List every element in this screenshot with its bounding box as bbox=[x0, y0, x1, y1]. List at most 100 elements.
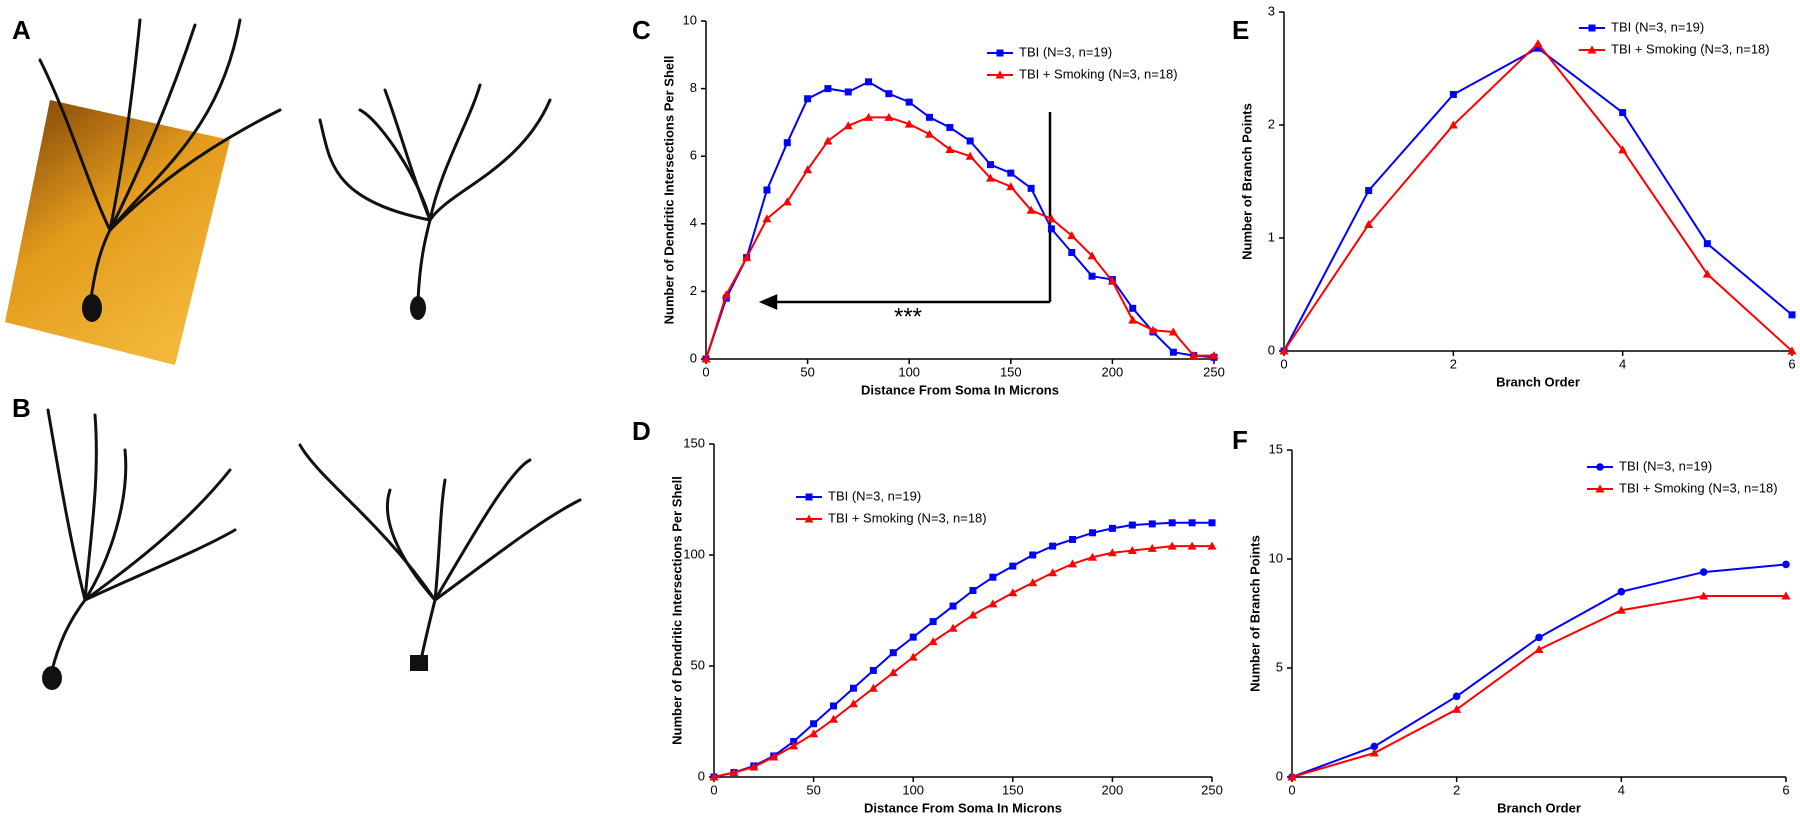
x-tick-label: 0 bbox=[1280, 356, 1287, 371]
panel-label: B bbox=[12, 393, 31, 423]
marker bbox=[1617, 587, 1626, 596]
marker bbox=[1009, 562, 1017, 570]
x-tick-label: 0 bbox=[702, 364, 709, 379]
marker bbox=[1208, 519, 1216, 527]
x-tick-label: 0 bbox=[710, 782, 717, 797]
y-tick-label: 8 bbox=[690, 80, 697, 95]
marker bbox=[889, 649, 897, 657]
marker bbox=[1067, 231, 1077, 240]
legend-marker bbox=[1588, 24, 1596, 32]
x-tick-label: 2 bbox=[1450, 356, 1457, 371]
x-tick-label: 250 bbox=[1201, 782, 1223, 797]
marker bbox=[1047, 225, 1055, 233]
x-tick-label: 250 bbox=[1203, 364, 1225, 379]
legend-marker bbox=[1587, 45, 1597, 54]
marker bbox=[849, 684, 857, 692]
panel-a-image bbox=[5, 18, 552, 365]
marker bbox=[1026, 205, 1036, 214]
legend-marker bbox=[805, 493, 813, 501]
marker bbox=[1048, 568, 1058, 577]
x-tick-label: 100 bbox=[902, 782, 924, 797]
y-tick-label: 50 bbox=[691, 657, 705, 672]
marker bbox=[1534, 644, 1544, 653]
y-axis-label: Number of Dendritic Intersections Per Sh… bbox=[669, 476, 684, 745]
marker bbox=[1452, 704, 1462, 713]
marker bbox=[769, 752, 779, 761]
marker bbox=[1787, 346, 1797, 355]
marker bbox=[1618, 145, 1628, 154]
panel-label: E bbox=[1232, 15, 1249, 45]
x-tick-label: 0 bbox=[1288, 782, 1295, 797]
marker bbox=[1128, 521, 1136, 529]
y-axis-label: Number of Dendritic Intersections Per Sh… bbox=[661, 56, 676, 325]
legend-label: TBI + Smoking (N=3, n=18) bbox=[1611, 41, 1770, 56]
y-tick-label: 0 bbox=[1268, 342, 1275, 357]
marker bbox=[1188, 519, 1196, 527]
y-tick-label: 10 bbox=[1269, 550, 1283, 565]
y-axis-label: Number of Branch Points bbox=[1247, 535, 1262, 692]
legend-label: TBI + Smoking (N=3, n=18) bbox=[828, 510, 987, 525]
legend-marker bbox=[995, 70, 1005, 79]
x-tick-label: 150 bbox=[1002, 782, 1024, 797]
marker bbox=[1533, 39, 1543, 48]
marker bbox=[1027, 184, 1035, 192]
marker bbox=[803, 165, 813, 174]
marker bbox=[1535, 633, 1543, 642]
y-tick-label: 10 bbox=[683, 12, 697, 27]
panel-label: C bbox=[632, 15, 651, 45]
marker bbox=[1702, 269, 1712, 278]
x-tick-label: 200 bbox=[1102, 782, 1124, 797]
marker bbox=[1148, 520, 1156, 528]
x-tick-label: 2 bbox=[1453, 782, 1460, 797]
legend-label: TBI + Smoking (N=3, n=18) bbox=[1619, 480, 1778, 495]
marker bbox=[1699, 568, 1708, 576]
x-tick-label: 50 bbox=[806, 782, 820, 797]
series-line bbox=[713, 521, 1212, 778]
marker bbox=[948, 623, 958, 632]
x-tick-label: 6 bbox=[1788, 356, 1795, 371]
marker bbox=[789, 741, 799, 750]
marker bbox=[1068, 559, 1078, 568]
marker bbox=[864, 112, 874, 121]
marker bbox=[1448, 120, 1458, 129]
marker bbox=[810, 720, 818, 728]
marker bbox=[904, 119, 914, 128]
marker bbox=[905, 98, 913, 106]
marker bbox=[946, 123, 954, 131]
marker bbox=[709, 772, 719, 781]
x-tick-label: 6 bbox=[1782, 782, 1789, 797]
marker bbox=[885, 90, 893, 98]
x-tick-label: 100 bbox=[898, 364, 920, 379]
marker bbox=[749, 762, 759, 771]
marker bbox=[1279, 346, 1289, 355]
y-tick-label: 100 bbox=[683, 546, 705, 561]
legend-label: TBI (N=3, n=19) bbox=[1611, 19, 1704, 34]
marker bbox=[1087, 251, 1097, 260]
marker bbox=[1028, 578, 1038, 587]
marker bbox=[1781, 591, 1791, 600]
marker bbox=[1088, 272, 1096, 280]
marker bbox=[844, 88, 852, 96]
marker bbox=[1616, 605, 1626, 614]
marker bbox=[969, 587, 977, 595]
marker bbox=[989, 573, 997, 581]
marker bbox=[1069, 535, 1077, 543]
marker bbox=[1046, 214, 1056, 223]
x-tick-label: 4 bbox=[1619, 356, 1626, 371]
marker bbox=[988, 599, 998, 608]
marker bbox=[782, 197, 792, 206]
marker bbox=[1365, 187, 1373, 195]
marker bbox=[1788, 311, 1796, 319]
marker bbox=[1108, 524, 1116, 532]
marker bbox=[1370, 742, 1379, 751]
marker bbox=[1147, 543, 1157, 552]
marker bbox=[926, 113, 934, 121]
marker bbox=[868, 683, 878, 692]
marker bbox=[824, 85, 832, 93]
marker bbox=[1187, 541, 1197, 550]
marker bbox=[909, 633, 917, 641]
marker bbox=[869, 666, 877, 674]
marker bbox=[1006, 182, 1016, 191]
marker bbox=[925, 129, 935, 138]
